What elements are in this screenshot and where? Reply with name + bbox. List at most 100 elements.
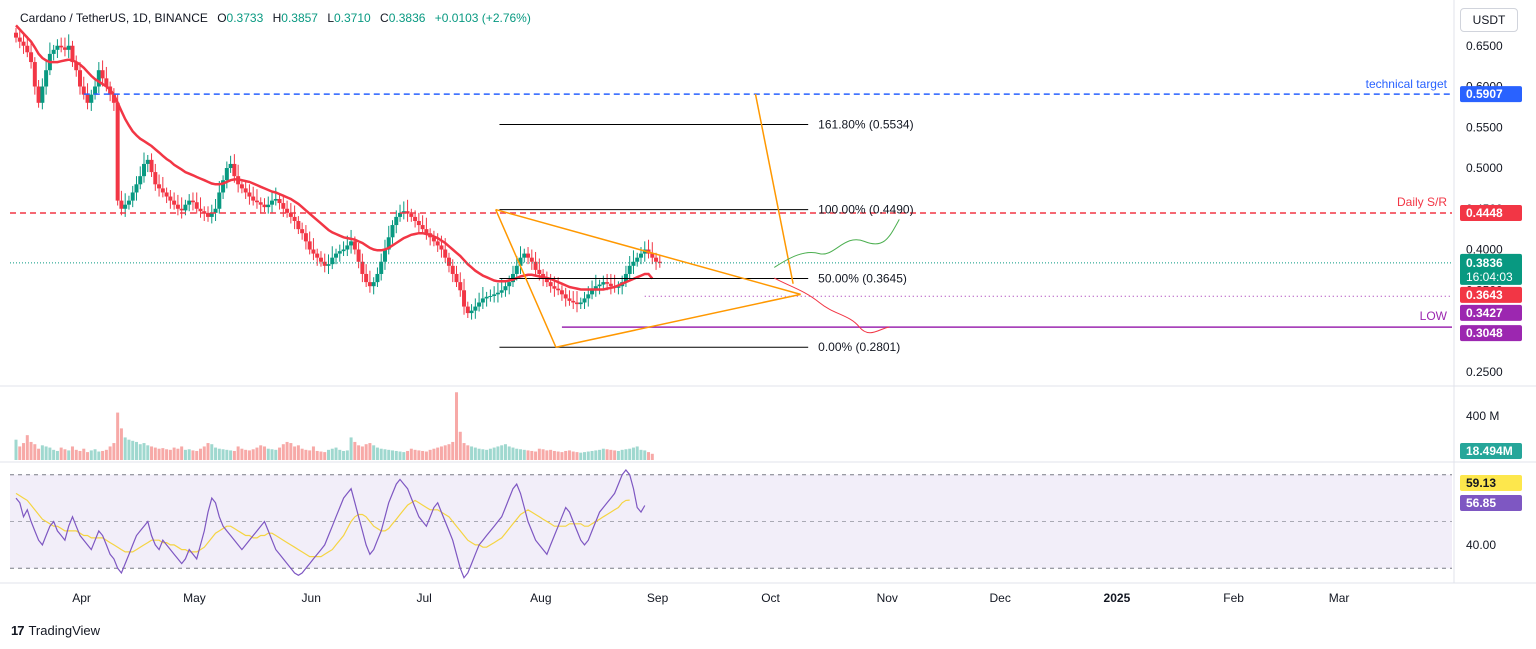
volume-bar — [511, 447, 515, 460]
price-tag: 0.3048 — [1466, 326, 1503, 340]
volume-bar — [172, 447, 176, 460]
candle-body — [574, 302, 579, 305]
volume-bar — [127, 439, 131, 460]
volume-bar — [315, 450, 319, 460]
triangle-upper-line — [495, 208, 801, 296]
candle-body — [416, 220, 421, 226]
time-tick-label: Feb — [1223, 591, 1244, 605]
time-tick-label: Aug — [530, 591, 551, 605]
tradingview-logo-icon: 17 — [11, 623, 25, 638]
candle-body — [78, 70, 83, 87]
candle-body — [266, 204, 271, 208]
price-tag: 0.5907 — [1466, 87, 1503, 101]
volume-bar — [14, 439, 18, 460]
currency-button[interactable]: USDT — [1460, 8, 1518, 32]
candle-body — [567, 298, 572, 301]
volume-bar — [319, 451, 323, 460]
close-value: 0.3836 — [388, 11, 426, 25]
volume-bar — [285, 441, 289, 460]
volume-bar — [74, 449, 78, 460]
price-tag: 0.3427 — [1466, 306, 1503, 320]
candle-body — [352, 241, 357, 250]
volume-bar — [379, 448, 383, 460]
fib-level-label: 0.00% (0.2801) — [818, 340, 900, 354]
candle-body — [232, 163, 237, 177]
candle-body — [55, 45, 60, 50]
candle-body — [654, 257, 659, 262]
volume-bar — [236, 446, 240, 460]
symbol-title[interactable]: Cardano / TetherUS, 1D, BINANCE — [20, 11, 208, 25]
tradingview-brand[interactable]: 17 TradingView — [11, 623, 100, 638]
volume-bar — [131, 440, 135, 460]
candle-body — [292, 216, 297, 221]
candle-body — [296, 220, 301, 230]
volume-bar — [323, 452, 327, 460]
volume-bar — [142, 443, 146, 460]
price-tick-label: 0.5000 — [1466, 161, 1503, 175]
candle-body — [157, 184, 162, 189]
candle-body — [631, 261, 636, 266]
candle-body — [239, 184, 244, 189]
volume-bar — [119, 428, 123, 460]
volume-bar — [598, 449, 602, 460]
candle-body — [258, 202, 263, 205]
candle-body — [145, 159, 150, 164]
candle-body — [270, 200, 275, 205]
candle-body — [288, 212, 293, 217]
candle-body — [638, 253, 643, 258]
volume-tag-bg — [1460, 443, 1522, 459]
candle-body — [14, 32, 18, 38]
candle-body — [571, 300, 576, 303]
candle-body — [394, 216, 399, 226]
candle-body — [300, 229, 305, 234]
volume-bar — [470, 446, 474, 460]
daily-sr-label: Daily S/R — [1397, 195, 1447, 209]
volume-bar — [108, 446, 112, 460]
candle-body — [187, 200, 192, 205]
volume-bar — [255, 447, 259, 460]
moving-average-line — [15, 24, 654, 291]
rsi-tick-label: 40.00 — [1466, 538, 1496, 552]
triangle-left-edge — [494, 209, 557, 348]
candle-body — [100, 70, 105, 79]
candle-body — [168, 196, 173, 201]
candle-body — [477, 302, 482, 307]
volume-bar — [40, 445, 44, 460]
candle-body — [548, 282, 553, 287]
volume-bar — [424, 451, 428, 460]
volume-bar — [134, 441, 138, 460]
candle-body — [544, 278, 549, 283]
candle-body — [488, 295, 493, 297]
volume-bar — [567, 450, 571, 460]
candle-body — [413, 216, 418, 221]
time-tick-label: 2025 — [1104, 591, 1131, 605]
candle-body — [21, 41, 26, 46]
candle-body — [17, 37, 22, 42]
volume-bar — [571, 451, 575, 460]
volume-bar — [360, 446, 364, 460]
candle-body — [247, 192, 252, 197]
candle-body — [605, 282, 610, 284]
volume-bar — [391, 450, 395, 460]
candle-body — [32, 62, 37, 87]
volume-bar — [500, 445, 504, 460]
volume-bar — [402, 452, 406, 460]
candle-body — [198, 208, 203, 212]
candle-body — [179, 208, 184, 211]
candle-body — [44, 70, 49, 87]
price-tag-bg — [1460, 325, 1522, 342]
volume-bar — [334, 447, 338, 460]
candle-body — [345, 245, 350, 250]
volume-bar — [515, 448, 519, 460]
volume-bar — [266, 448, 270, 460]
volume-bar — [613, 450, 617, 460]
candle-body — [616, 286, 621, 288]
candle-body — [446, 257, 451, 266]
volume-bar — [44, 446, 48, 460]
volume-bar — [488, 448, 492, 460]
volume-bar — [274, 449, 278, 460]
candle-body — [172, 200, 177, 205]
volume-bar — [443, 445, 447, 460]
candle-body — [251, 196, 256, 201]
